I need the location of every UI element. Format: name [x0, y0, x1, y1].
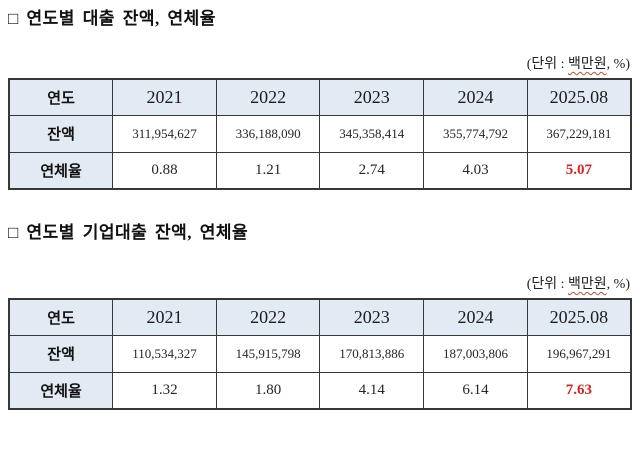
section-corporate-loans: □ 연도별 기업대출 잔액, 연체율 (단위 : 백만원, %) 연도 2021… [8, 222, 632, 410]
header-cell-2023: 2023 [319, 78, 425, 116]
unit-prefix: (단위 : [526, 277, 569, 292]
row-label-delinquency: 연체율 [8, 371, 114, 410]
balance-value: 145,915,798 [215, 334, 321, 373]
corporate-loan-balance-table: 연도 2021 2022 2023 2024 2025.08 잔액 110,53… [8, 298, 632, 410]
delinquency-value-highlighted: 7.63 [526, 371, 632, 410]
header-cell-2022: 2022 [215, 298, 321, 336]
balance-value: 345,358,414 [319, 114, 425, 153]
unit-suffix: , %) [606, 57, 630, 72]
balance-value: 367,229,181 [526, 114, 632, 153]
balance-value: 170,813,886 [319, 334, 425, 373]
unit-prefix: (단위 : [526, 57, 569, 72]
balance-value: 196,967,291 [526, 334, 632, 373]
balance-row: 잔액 311,954,627 336,188,090 345,358,414 3… [8, 114, 632, 153]
delinquency-value-highlighted: 5.07 [526, 151, 632, 190]
delinquency-value: 1.21 [215, 151, 321, 190]
header-cell-2024: 2024 [423, 78, 528, 116]
delinquency-value: 1.32 [112, 371, 217, 410]
delinquency-row: 연체율 0.88 1.21 2.74 4.03 5.07 [8, 151, 632, 190]
balance-row: 잔액 110,534,327 145,915,798 170,813,886 1… [8, 334, 632, 373]
header-cell-2025-08: 2025.08 [526, 78, 632, 116]
balance-value: 187,003,806 [423, 334, 528, 373]
unit-suffix: , %) [606, 277, 630, 292]
header-cell-2021: 2021 [112, 298, 217, 336]
row-label-balance: 잔액 [8, 334, 114, 373]
balance-value: 336,188,090 [215, 114, 321, 153]
header-cell-year: 연도 [8, 78, 114, 116]
section-heading: □ 연도별 기업대출 잔액, 연체율 [8, 223, 249, 242]
unit-label: (단위 : 백만원, %) [8, 276, 632, 294]
delinquency-value: 2.74 [319, 151, 425, 190]
balance-value: 110,534,327 [112, 334, 217, 373]
delinquency-value: 0.88 [112, 151, 217, 190]
header-cell-2025-08: 2025.08 [526, 298, 632, 336]
header-cell-2021: 2021 [112, 78, 217, 116]
table-header-row: 연도 2021 2022 2023 2024 2025.08 [8, 298, 632, 336]
header-cell-year: 연도 [8, 298, 114, 336]
header-cell-2023: 2023 [319, 298, 425, 336]
delinquency-row: 연체율 1.32 1.80 4.14 6.14 7.63 [8, 371, 632, 410]
section-heading: □ 연도별 대출 잔액, 연체율 [8, 9, 216, 28]
loan-balance-table: 연도 2021 2022 2023 2024 2025.08 잔액 311,95… [8, 78, 632, 190]
row-label-balance: 잔액 [8, 114, 114, 153]
unit-term-spellcheck: 백만원 [568, 277, 607, 292]
section-total-loans: □ 연도별 대출 잔액, 연체율 (단위 : 백만원, %) 연도 2021 2… [8, 8, 632, 190]
unit-term-spellcheck: 백만원 [568, 57, 607, 72]
unit-label: (단위 : 백만원, %) [8, 56, 632, 74]
delinquency-value: 6.14 [423, 371, 528, 410]
delinquency-value: 1.80 [215, 371, 321, 410]
document-page: □ 연도별 대출 잔액, 연체율 (단위 : 백만원, %) 연도 2021 2… [8, 8, 632, 410]
row-label-delinquency: 연체율 [8, 151, 114, 190]
table-header-row: 연도 2021 2022 2023 2024 2025.08 [8, 78, 632, 116]
balance-value: 355,774,792 [423, 114, 528, 153]
delinquency-value: 4.14 [319, 371, 425, 410]
header-cell-2022: 2022 [215, 78, 321, 116]
header-cell-2024: 2024 [423, 298, 528, 336]
balance-value: 311,954,627 [112, 114, 217, 153]
delinquency-value: 4.03 [423, 151, 528, 190]
